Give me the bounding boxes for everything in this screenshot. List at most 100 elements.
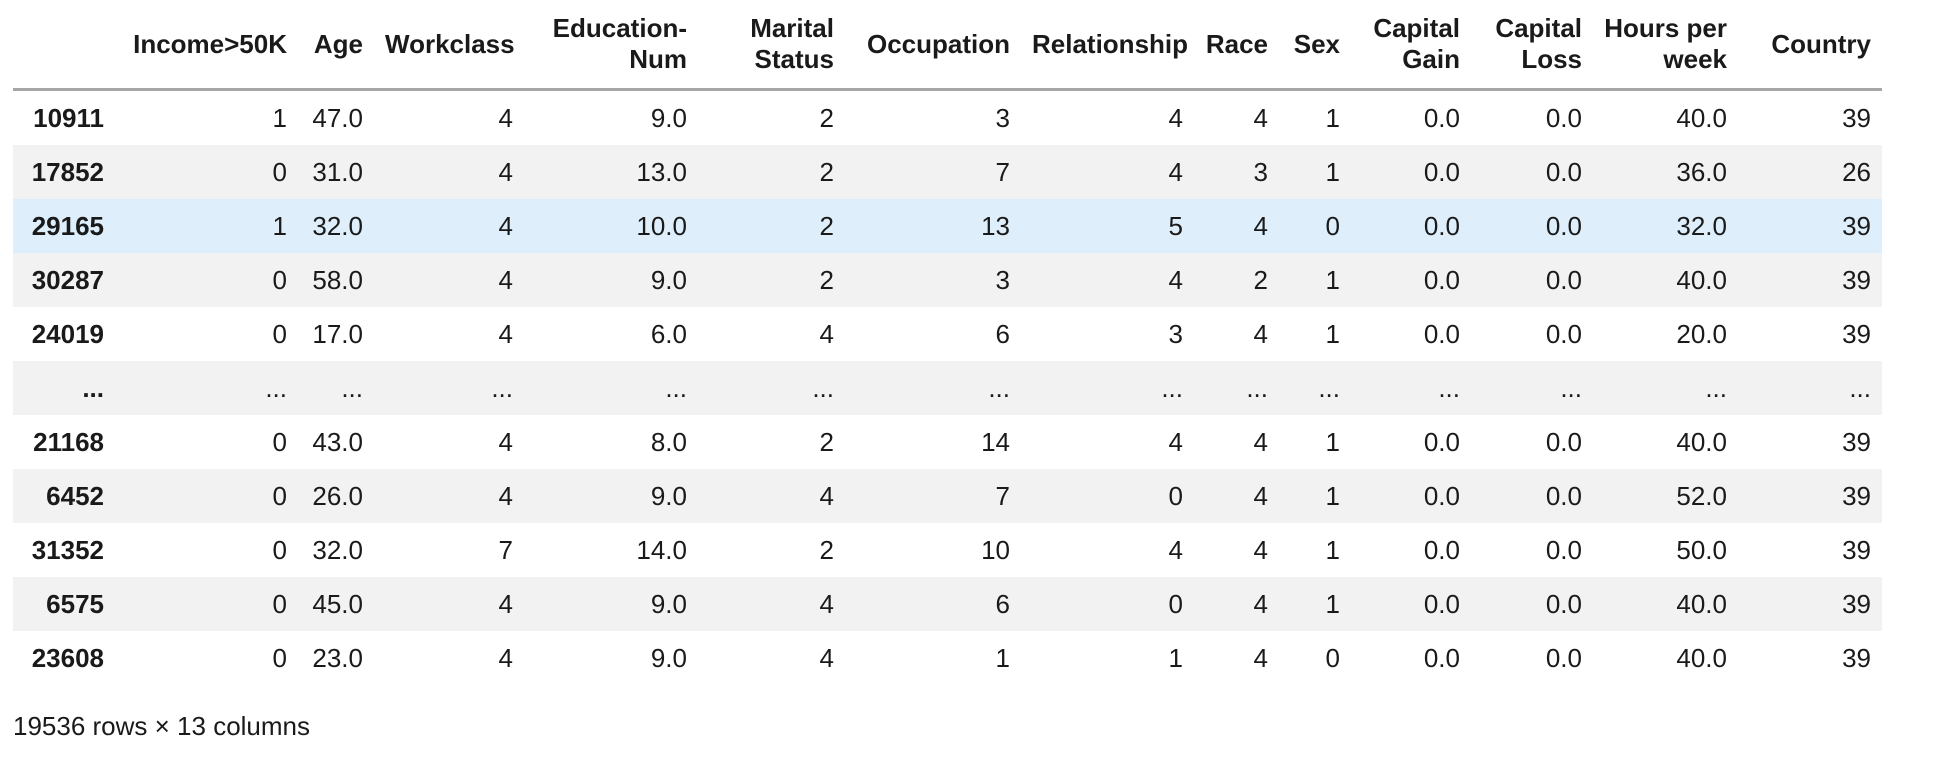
table-cell: 5 xyxy=(1168,211,1183,241)
table-cell: 1 xyxy=(1168,643,1183,673)
table-cell: 4 xyxy=(1253,535,1268,565)
row-index: ... xyxy=(82,373,104,403)
table-cell: 4 xyxy=(819,643,834,673)
table-cell: 3 xyxy=(1168,319,1183,349)
table-cell: 40.0 xyxy=(1676,103,1727,133)
table-cell: 39 xyxy=(1842,481,1871,511)
column-header: Workclass xyxy=(374,0,524,91)
table-row: 31352 0 32.0 7 14.0 2 10 4 4 1 0.0 0.0 50.0 39 xyxy=(13,523,1882,577)
table-cell: 39 xyxy=(1842,103,1871,133)
table-row: 30287 0 58.0 4 9.0 2 3 4 2 1 0.0 0.0 40.0 39 xyxy=(13,253,1882,307)
table-cell: 9.0 xyxy=(650,481,687,511)
table-cell: 4 xyxy=(1168,157,1183,187)
table-cell: 0.0 xyxy=(1423,211,1460,241)
table-cell: 0.0 xyxy=(1423,265,1460,295)
table-cell: 40.0 xyxy=(1676,427,1727,457)
table-cell: 2 xyxy=(819,211,834,241)
table-cell: ... xyxy=(1318,373,1340,403)
table-cell: 9.0 xyxy=(650,643,687,673)
table-cell: 47.0 xyxy=(312,103,363,133)
table-cell: 3 xyxy=(995,103,1010,133)
table-cell: 4 xyxy=(1253,589,1268,619)
table-cell: 45.0 xyxy=(312,589,363,619)
table-cell: 40.0 xyxy=(1676,589,1727,619)
table-cell: 32.0 xyxy=(312,211,363,241)
table-cell: 0 xyxy=(1325,643,1340,673)
table-cell: 1 xyxy=(1325,427,1340,457)
table-cell: 2 xyxy=(1253,265,1268,295)
table-cell: 4 xyxy=(498,211,513,241)
table-cell: 32.0 xyxy=(1676,211,1727,241)
table-cell: 2 xyxy=(819,157,834,187)
table-row: 6452 0 26.0 4 9.0 4 7 0 4 1 0.0 0.0 52.0 39 xyxy=(13,469,1882,523)
column-header: Age xyxy=(298,0,374,91)
column-header: Education-Num xyxy=(524,0,698,91)
table-cell: 52.0 xyxy=(1676,481,1727,511)
table-cell: 0.0 xyxy=(1545,589,1582,619)
table-cell: 1 xyxy=(1325,157,1340,187)
table-cell: 4 xyxy=(498,265,513,295)
table-cell: 0 xyxy=(272,589,287,619)
table-cell: 0.0 xyxy=(1423,481,1460,511)
column-header: Relationship xyxy=(1021,0,1194,91)
table-cell: 0.0 xyxy=(1545,535,1582,565)
table-cell: 20.0 xyxy=(1676,319,1727,349)
table-cell: 3 xyxy=(995,265,1010,295)
table-cell: 1 xyxy=(1325,535,1340,565)
table-cell: 0.0 xyxy=(1545,319,1582,349)
table-cell: 39 xyxy=(1842,589,1871,619)
table-row: 29165 1 32.0 4 10.0 2 13 5 4 0 0.0 0.0 32.0 39 xyxy=(13,199,1882,253)
table-cell: 9.0 xyxy=(650,265,687,295)
table-cell: 0.0 xyxy=(1545,211,1582,241)
column-header: Sex xyxy=(1279,0,1351,91)
table-cell: 26.0 xyxy=(312,481,363,511)
table-cell: 40.0 xyxy=(1676,265,1727,295)
table-cell: 0.0 xyxy=(1423,427,1460,457)
table-cell: 2 xyxy=(819,427,834,457)
table-cell: 1 xyxy=(1325,103,1340,133)
table-cell: 40.0 xyxy=(1676,643,1727,673)
table-cell: 7 xyxy=(995,481,1010,511)
column-header: Race xyxy=(1194,0,1279,91)
table-cell: 7 xyxy=(995,157,1010,187)
table-cell: 0.0 xyxy=(1423,643,1460,673)
row-index: 30287 xyxy=(31,265,104,295)
table-cell: 0 xyxy=(1325,211,1340,241)
table-cell: 4 xyxy=(1253,211,1268,241)
table-cell: 4 xyxy=(498,481,513,511)
table-cell: 6 xyxy=(995,589,1010,619)
table-cell: 0.0 xyxy=(1545,265,1582,295)
column-header: Capital Gain xyxy=(1351,0,1471,91)
table-cell: 0.0 xyxy=(1545,643,1582,673)
table-cell: 1 xyxy=(272,103,287,133)
table-cell: ... xyxy=(1849,373,1871,403)
table-cell: 0.0 xyxy=(1423,157,1460,187)
table-cell: ... xyxy=(265,373,287,403)
table-cell: 0 xyxy=(272,319,287,349)
table-cell: 6.0 xyxy=(650,319,687,349)
table-row: 10911 1 47.0 4 9.0 2 3 4 4 1 0.0 0.0 40.0 39 xyxy=(13,89,1882,145)
table-cell: 58.0 xyxy=(312,265,363,295)
dataframe-output: Income>50K Age Workclass Education-Num Marit… xyxy=(13,0,1882,741)
column-header: Income>50K xyxy=(115,0,298,91)
table-cell: ... xyxy=(1438,373,1460,403)
table-cell: 0.0 xyxy=(1545,157,1582,187)
table-cell: 0 xyxy=(272,157,287,187)
column-header: Marital Status xyxy=(698,0,845,91)
index-corner-header xyxy=(13,0,115,91)
header-row: Income>50K Age Workclass Education-Num Marit… xyxy=(13,0,1882,91)
table-cell: 4 xyxy=(819,589,834,619)
table-cell: 31.0 xyxy=(312,157,363,187)
column-header: Hours per week xyxy=(1593,0,1738,91)
table-row: 6575 0 45.0 4 9.0 4 6 0 4 1 0.0 0.0 40.0 39 xyxy=(13,577,1882,631)
table-cell: 4 xyxy=(498,589,513,619)
table-cell: ... xyxy=(1705,373,1727,403)
dataframe-dimensions: 19536 rows × 13 columns xyxy=(13,711,311,741)
table-cell: 32.0 xyxy=(312,535,363,565)
table-cell: 1 xyxy=(995,643,1010,673)
table-cell: 1 xyxy=(1325,265,1340,295)
row-index: 6575 xyxy=(46,589,104,619)
table-cell: 43.0 xyxy=(312,427,363,457)
table-cell: 10.0 xyxy=(636,211,687,241)
table-cell: 4 xyxy=(819,319,834,349)
